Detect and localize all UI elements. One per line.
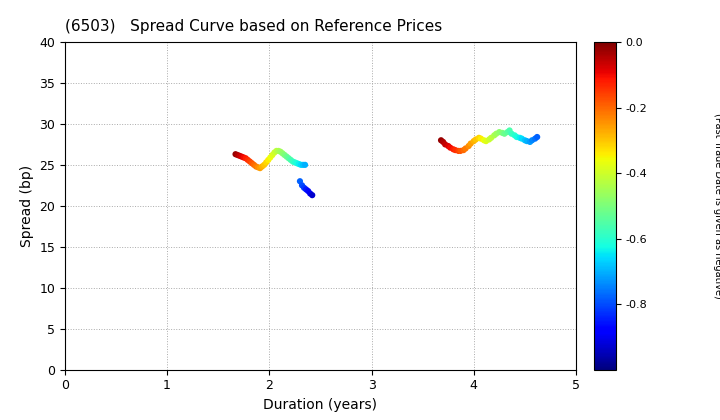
Point	[275, 148, 287, 155]
Point	[302, 188, 314, 194]
Point	[448, 146, 459, 152]
Point	[269, 149, 280, 156]
Point	[287, 158, 299, 165]
Point	[294, 178, 306, 184]
Point	[511, 134, 523, 140]
Point	[502, 129, 513, 135]
Point	[490, 130, 502, 137]
Point	[514, 134, 526, 141]
Point	[439, 141, 451, 148]
Point	[244, 158, 256, 165]
Point	[256, 163, 268, 170]
Point	[455, 147, 467, 154]
Point	[449, 147, 461, 153]
Point	[296, 182, 307, 189]
Point	[276, 150, 288, 157]
Point	[521, 138, 533, 144]
Point	[475, 135, 487, 142]
Point	[437, 139, 449, 145]
Point	[238, 154, 250, 161]
Point	[295, 161, 307, 168]
Point	[442, 143, 454, 150]
Point	[248, 161, 260, 168]
Point	[529, 135, 541, 142]
Point	[293, 161, 305, 168]
Point	[460, 145, 472, 152]
Point	[240, 155, 251, 162]
Point	[297, 161, 309, 168]
Point	[516, 135, 528, 142]
Text: (6503)   Spread Curve based on Reference Prices: (6503) Spread Curve based on Reference P…	[65, 19, 442, 34]
Point	[261, 159, 272, 166]
Point	[485, 134, 497, 141]
Point	[254, 165, 266, 171]
Point	[473, 134, 485, 141]
Point	[444, 144, 456, 151]
Point	[463, 143, 474, 150]
Point	[271, 147, 282, 154]
Point	[307, 192, 318, 199]
Point	[504, 127, 516, 134]
Point	[300, 186, 312, 193]
Point	[251, 163, 262, 170]
Point	[263, 157, 274, 163]
Point	[252, 164, 264, 171]
Point	[458, 147, 469, 153]
Point	[470, 136, 482, 143]
Point	[291, 160, 302, 167]
Point	[465, 140, 477, 147]
Point	[266, 152, 278, 158]
Point	[478, 137, 490, 144]
X-axis label: Duration (years): Duration (years)	[264, 398, 377, 412]
Point	[279, 152, 290, 158]
Point	[480, 138, 492, 144]
Point	[468, 138, 480, 144]
Point	[453, 147, 464, 154]
Point	[230, 151, 241, 158]
Point	[258, 161, 270, 168]
Point	[524, 139, 536, 145]
Point	[281, 153, 292, 160]
Point	[289, 159, 301, 166]
Point	[285, 157, 297, 163]
Point	[509, 132, 521, 139]
Point	[232, 152, 243, 158]
Point	[506, 130, 518, 137]
Point	[264, 154, 276, 161]
Point	[298, 184, 310, 191]
Point	[246, 160, 258, 167]
Point	[531, 134, 543, 140]
Point	[499, 130, 510, 137]
Point	[483, 136, 495, 143]
Point	[234, 152, 246, 159]
Point	[494, 129, 505, 135]
Point	[273, 147, 284, 154]
Point	[519, 137, 531, 144]
Point	[305, 190, 316, 197]
Y-axis label: Spread (bp): Spread (bp)	[19, 165, 34, 247]
Point	[497, 129, 508, 136]
Point	[236, 153, 248, 160]
Point	[300, 161, 311, 168]
Point	[488, 132, 500, 139]
Point	[242, 157, 253, 163]
Y-axis label: Time in years between 5/16/2025 and Trade Date
(Past Trade Date is given as nega: Time in years between 5/16/2025 and Trad…	[713, 84, 720, 327]
Point	[436, 137, 447, 144]
Point	[283, 155, 294, 162]
Point	[526, 137, 538, 144]
